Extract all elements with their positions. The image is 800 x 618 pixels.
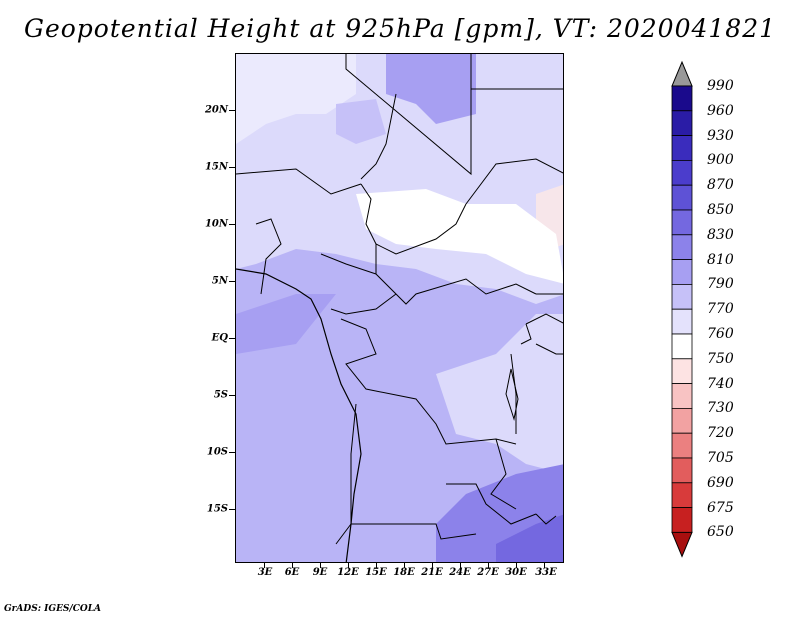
lon-label: 3E (257, 567, 273, 578)
colorbar-segment (671, 358, 693, 384)
chart-title: Geopotential Height at 925hPa [gpm], VT:… (23, 14, 777, 43)
colorbar-segment (671, 482, 693, 508)
colorbar-segment (671, 85, 693, 112)
colorbar-label: 675 (707, 499, 734, 516)
colorbar-label: 850 (707, 202, 734, 218)
colorbar-label: 900 (707, 152, 734, 169)
lat-tick (229, 395, 235, 396)
lat-tick (229, 110, 235, 111)
colorbar-segment (671, 507, 693, 533)
colorbar-segment (671, 259, 693, 285)
lat-label: 15N (204, 161, 228, 173)
lon-label: 6E (284, 567, 300, 578)
colorbar-segment (671, 308, 693, 335)
lon-label: 12E (337, 567, 359, 578)
lon-tick (544, 563, 545, 568)
lon-label: 18E (393, 567, 415, 578)
credit-text: GrADS: IGES/COLA (4, 604, 102, 614)
colorbar-label: 730 (707, 400, 734, 417)
colorbar-label: 750 (707, 350, 734, 367)
colorbar-label: 740 (707, 375, 734, 392)
colorbar-label: 930 (707, 127, 734, 144)
lat-tick (229, 167, 235, 168)
colorbar-label: 705 (707, 450, 734, 466)
lon-tick (488, 563, 489, 568)
lat-tick (229, 224, 235, 225)
lon-tick (348, 563, 349, 568)
lon-tick (460, 563, 461, 568)
colorbar-bottom-arrow (671, 531, 693, 558)
colorbar-segment (671, 135, 693, 161)
lon-tick (432, 563, 433, 568)
lon-label: 27E (477, 567, 499, 578)
colorbar-segment (671, 333, 693, 360)
lat-label: 5S (213, 389, 228, 401)
lon-tick (264, 563, 265, 568)
lon-tick (516, 563, 517, 568)
lon-label: 24E (449, 567, 471, 578)
colorbar-segment (671, 184, 693, 211)
colorbar-label: 760 (707, 326, 734, 342)
lat-label: EQ (211, 332, 228, 344)
lon-tick (320, 563, 321, 568)
lat-label: 20N (204, 104, 228, 116)
lat-tick (229, 281, 235, 282)
colorbar-segment (671, 159, 693, 186)
lat-tick (229, 509, 235, 510)
lon-label: 9E (312, 567, 328, 578)
colorbar-label: 690 (707, 474, 734, 491)
colorbar-label: 650 (707, 524, 734, 541)
colorbar-label: 720 (707, 425, 734, 442)
lon-label: 33E (535, 567, 557, 578)
lat-label: 5N (211, 275, 228, 287)
colorbar-label: 990 (707, 78, 734, 94)
map-plot-area (235, 53, 564, 563)
colorbar-label: 830 (707, 226, 734, 243)
lon-label: 21E (421, 567, 443, 578)
colorbar-label: 790 (707, 276, 734, 293)
colorbar-segment (671, 283, 693, 310)
colorbar-segment (671, 234, 693, 261)
lat-label: 10S (206, 446, 228, 458)
geopotential-field-map (236, 54, 563, 562)
colorbar-label: 810 (707, 251, 734, 268)
colorbar-label: 960 (707, 102, 734, 119)
colorbar-label: 870 (707, 177, 734, 194)
colorbar-segment (671, 209, 693, 236)
colorbar-segment (671, 457, 693, 484)
lon-label: 30E (505, 567, 527, 578)
colorbar-segment (671, 432, 693, 459)
lon-tick (404, 563, 405, 568)
lon-tick (376, 563, 377, 568)
colorbar-top-arrow (671, 60, 693, 87)
lat-tick (229, 338, 235, 339)
lat-label: 10N (204, 218, 228, 230)
colorbar-segment (671, 407, 693, 434)
lon-tick (292, 563, 293, 568)
lat-tick (229, 452, 235, 453)
colorbar-segment (671, 383, 693, 409)
lon-label: 15E (365, 567, 387, 578)
colorbar-label: 770 (707, 301, 734, 318)
colorbar-segment (671, 110, 693, 137)
lat-label: 15S (206, 503, 228, 515)
